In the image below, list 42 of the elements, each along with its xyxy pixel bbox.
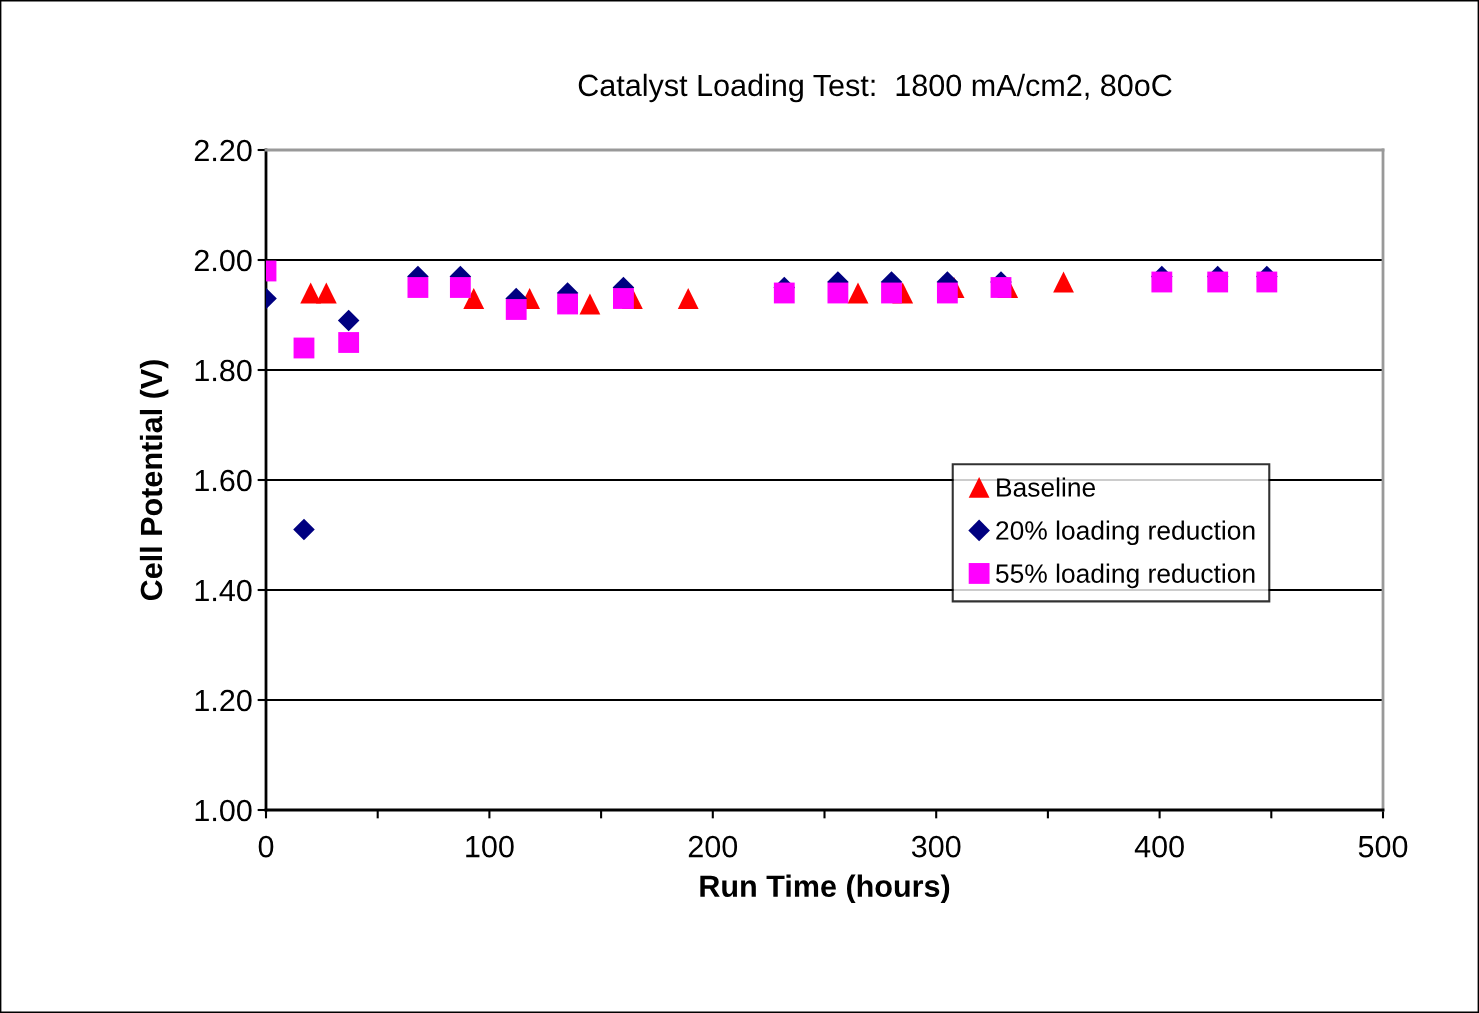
y-tick-label: 1.00 — [195, 799, 252, 822]
legend-label: 55% loading reduction — [996, 563, 1255, 589]
legend-label: Baseline — [997, 477, 1096, 497]
y-tick-label: 2.00 — [194, 249, 252, 272]
point — [1207, 271, 1229, 293]
point — [847, 282, 869, 304]
point — [315, 282, 337, 304]
point — [557, 293, 579, 315]
point — [463, 288, 485, 309]
point — [936, 282, 958, 304]
point — [1151, 271, 1173, 293]
x-tick-label: 200 — [688, 835, 738, 858]
x-tick-label: 500 — [1358, 835, 1408, 858]
point — [1256, 271, 1278, 293]
point — [613, 288, 634, 309]
chart-title: Catalyst Loading Test: 1800 mA/cm2, 80oC — [578, 73, 1172, 103]
point — [827, 282, 849, 304]
x-tick-label: 100 — [466, 835, 514, 858]
y-tick-label: 1.80 — [195, 359, 252, 382]
point — [773, 282, 795, 304]
point — [677, 288, 699, 309]
x-tick-label: 300 — [911, 835, 961, 858]
y-tick-label: 2.20 — [194, 139, 252, 162]
point — [337, 309, 360, 332]
point — [407, 277, 429, 298]
y-tick-label: 1.20 — [195, 689, 252, 712]
x-tick-label: 0 — [258, 835, 274, 858]
legend-label: 20% loading reduction — [996, 520, 1255, 546]
y-tick-label: 1.60 — [195, 469, 252, 492]
x-tick-label: 400 — [1134, 835, 1184, 858]
point — [338, 332, 360, 353]
point — [293, 337, 315, 359]
point — [579, 293, 601, 315]
y-axis-title: Cell Potential (V) — [139, 360, 169, 601]
point — [990, 277, 1012, 298]
point — [449, 277, 471, 298]
point — [293, 518, 315, 541]
point — [1053, 271, 1074, 293]
y-tick-label: 1.40 — [195, 579, 252, 602]
point — [505, 299, 527, 320]
point — [881, 282, 902, 304]
x-axis-title: Run Time (hours) — [700, 874, 950, 904]
